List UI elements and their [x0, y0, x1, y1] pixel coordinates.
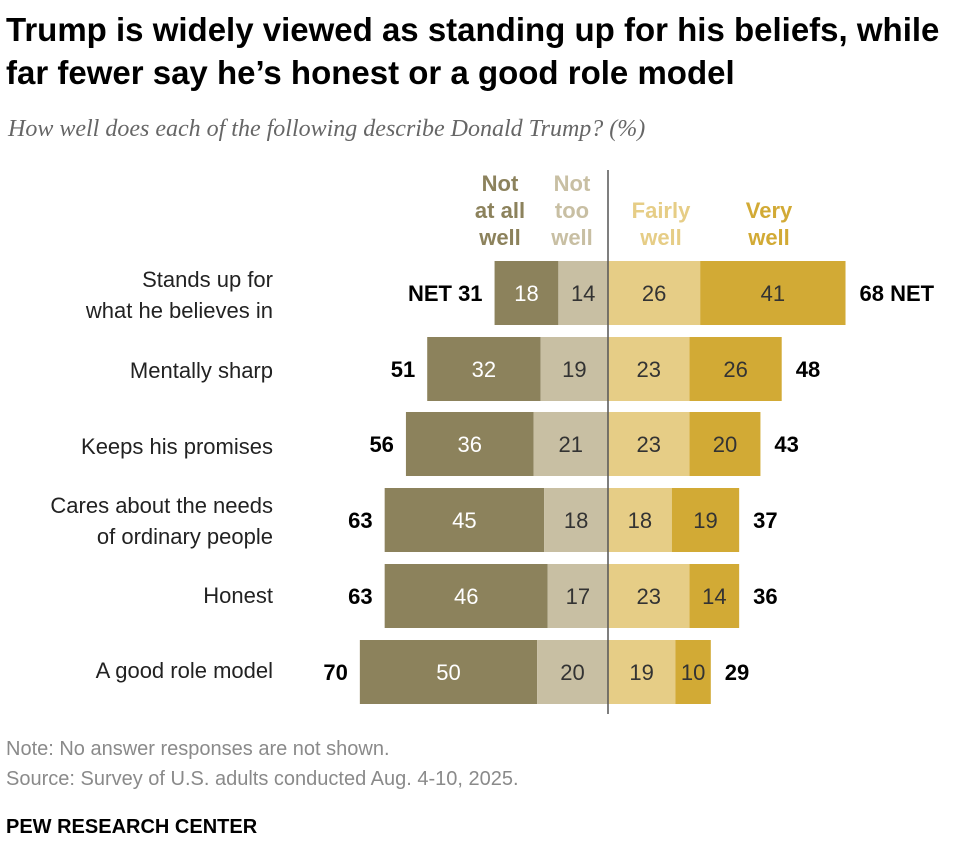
bar-very-well	[689, 337, 782, 401]
header-not-at-all-line-1: Not	[481, 171, 519, 196]
row-label-keeps-promises: Keeps his promises	[81, 431, 273, 462]
net-positive-label: 48	[796, 357, 820, 382]
header-not-too-line-1: Not	[553, 171, 591, 196]
net-positive-label: 43	[774, 432, 798, 457]
row-label-mentally-sharp: Mentally sharp	[130, 355, 273, 386]
brand-name: PEW RESEARCH CENTER	[6, 816, 258, 838]
value-label-not-too-well: 19	[562, 357, 586, 382]
value-label-fairly-well: 26	[642, 281, 666, 306]
bar-not-too-well	[544, 488, 608, 552]
value-label-very-well: 41	[761, 281, 785, 306]
bar-very-well	[675, 640, 711, 704]
bar-not-at-all-well	[427, 337, 541, 401]
net-positive-label: 68 NET	[860, 281, 935, 306]
header-very-line-2: well	[748, 225, 790, 250]
bar-very-well	[700, 261, 846, 325]
value-label-not-at-all-well: 18	[514, 281, 538, 306]
row-label-stands-up: Stands up for what he believes in	[86, 264, 273, 326]
bar-very-well	[671, 488, 740, 552]
bar-very-well	[689, 412, 761, 476]
bar-not-at-all-well	[384, 564, 548, 628]
header-not-too-well: Not too well	[538, 170, 606, 251]
value-label-fairly-well: 23	[637, 584, 661, 609]
header-fairly-line-1: Fairly	[631, 198, 691, 223]
bar-not-at-all-well	[359, 640, 538, 704]
value-label-fairly-well: 18	[628, 508, 652, 533]
value-label-fairly-well: 23	[637, 432, 661, 457]
value-label-very-well: 20	[713, 432, 737, 457]
header-very-well: Very well	[724, 197, 814, 251]
value-label-not-too-well: 17	[566, 584, 590, 609]
row-label-line: Mentally sharp	[129, 358, 273, 383]
bar-not-too-well	[533, 412, 608, 476]
header-not-too-line-3: well	[551, 225, 593, 250]
row-label-line: Keeps his promises	[81, 434, 273, 459]
header-fairly-line-2: well	[640, 225, 682, 250]
row-label-line: Honest	[203, 583, 273, 608]
bar-fairly-well	[608, 412, 690, 476]
value-label-fairly-well: 19	[629, 660, 653, 685]
header-not-at-all-well: Not at all well	[456, 170, 544, 251]
header-not-at-all-line-3: well	[479, 225, 521, 250]
value-label-not-at-all-well: 50	[436, 660, 460, 685]
net-positive-label: 29	[725, 660, 749, 685]
bar-not-at-all-well	[384, 488, 545, 552]
value-label-not-too-well: 21	[559, 432, 583, 457]
row-label-honest: Honest	[203, 580, 273, 611]
row-label-line: of ordinary people	[96, 524, 273, 549]
chart-subtitle: How well does each of the following desc…	[8, 116, 646, 142]
value-label-very-well: 26	[723, 357, 747, 382]
row-label-line: what he believes in	[85, 298, 273, 323]
row-label-line: A good role model	[95, 658, 273, 683]
value-label-not-too-well: 20	[560, 660, 584, 685]
net-negative-label: 70	[323, 660, 347, 685]
chart-title: Trump is widely viewed as standing up fo…	[6, 11, 940, 91]
net-negative-label: 63	[348, 584, 372, 609]
value-label-not-at-all-well: 46	[454, 584, 478, 609]
row-label-cares-about-needs: Cares about the needs of ordinary people	[50, 490, 273, 552]
value-label-very-well: 19	[693, 508, 717, 533]
header-very-line-1: Very	[745, 198, 793, 223]
value-label-not-at-all-well: 45	[452, 508, 476, 533]
bar-not-at-all-well	[405, 412, 534, 476]
bar-not-at-all-well	[494, 261, 559, 325]
bar-fairly-well	[608, 488, 672, 552]
bar-not-too-well	[558, 261, 608, 325]
value-label-not-too-well: 14	[571, 281, 595, 306]
net-positive-label: 36	[753, 584, 777, 609]
bar-not-too-well	[540, 337, 608, 401]
net-negative-label: 51	[391, 357, 415, 382]
net-negative-label: 63	[348, 508, 372, 533]
header-not-at-all-line-2: at all	[474, 198, 526, 223]
value-label-fairly-well: 23	[637, 357, 661, 382]
header-fairly-well: Fairly well	[616, 197, 706, 251]
value-label-not-at-all-well: 36	[458, 432, 482, 457]
bar-not-too-well	[537, 640, 608, 704]
row-label-line: Stands up for	[142, 267, 273, 292]
bar-fairly-well	[608, 261, 701, 325]
header-not-too-line-2: too	[554, 198, 590, 223]
bar-fairly-well	[608, 564, 690, 628]
net-negative-label: NET 31	[408, 281, 483, 306]
chart-note: Note: No answer responses are not shown.	[6, 738, 390, 760]
bar-fairly-well	[608, 640, 676, 704]
bar-fairly-well	[608, 337, 690, 401]
row-label-good-role-model: A good role model	[96, 655, 273, 686]
value-label-very-well: 14	[702, 584, 726, 609]
value-label-not-too-well: 18	[564, 508, 588, 533]
net-positive-label: 37	[753, 508, 777, 533]
bar-very-well	[689, 564, 740, 628]
bar-not-too-well	[547, 564, 608, 628]
chart-source: Source: Survey of U.S. adults conducted …	[6, 768, 519, 790]
value-label-not-at-all-well: 32	[472, 357, 496, 382]
row-label-line: Cares about the needs	[50, 493, 273, 518]
net-negative-label: 56	[369, 432, 393, 457]
value-label-very-well: 10	[681, 660, 705, 685]
